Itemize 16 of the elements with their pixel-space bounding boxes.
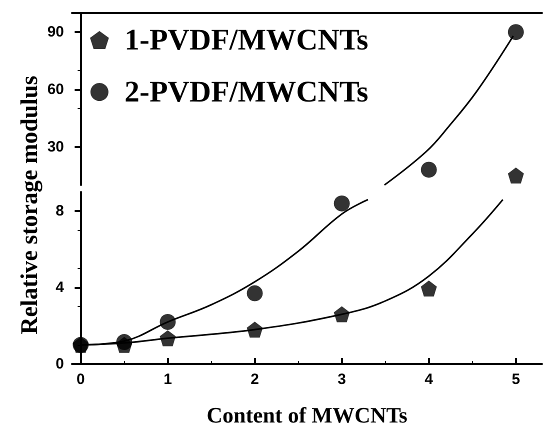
x-tick-label: 5 xyxy=(512,371,520,388)
y-tick-label: 30 xyxy=(47,138,64,156)
x-tick-label: 3 xyxy=(338,371,346,388)
x-tick-label: 0 xyxy=(76,371,85,388)
legend-label: 2-PVDF/MWCNTs xyxy=(124,76,368,108)
y-tick-label: 8 xyxy=(56,202,64,220)
x-tick-label: 1 xyxy=(164,371,172,388)
y-tick-label: 0 xyxy=(56,356,64,372)
y-tick-label: 90 xyxy=(47,24,64,41)
legend-label: 1-PVDF/MWCNTs xyxy=(124,24,368,56)
x-tick-label: 2 xyxy=(250,371,259,388)
x-axis-title: Content of MWCNTs xyxy=(206,402,408,428)
y-axis-title: Relative storage modulus xyxy=(16,74,44,336)
y-tick-label: 4 xyxy=(56,279,65,296)
x-tick-label: 4 xyxy=(424,371,434,388)
y-tick-label: 60 xyxy=(47,80,64,98)
